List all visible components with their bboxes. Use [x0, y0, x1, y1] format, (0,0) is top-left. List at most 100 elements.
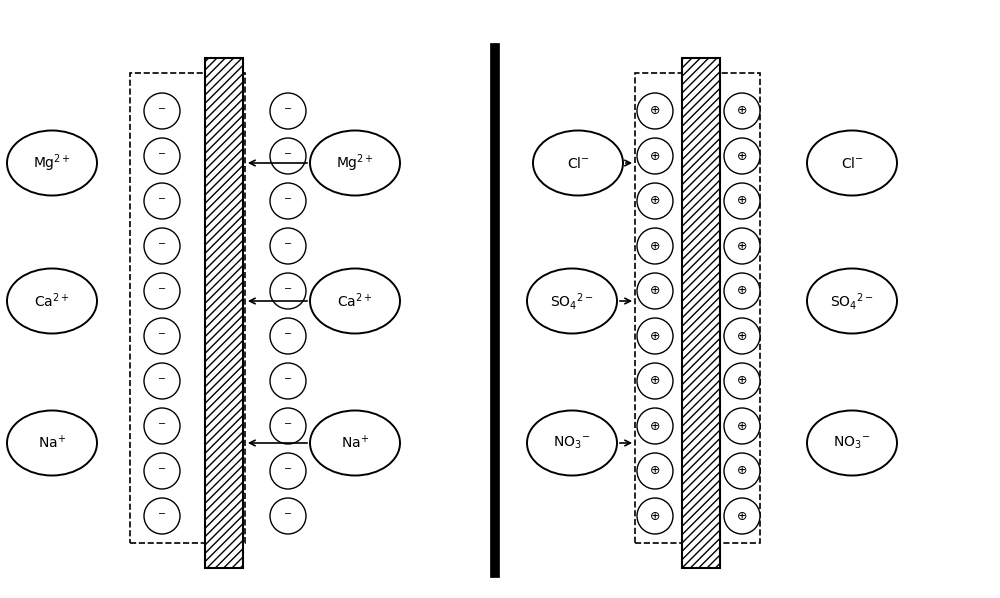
Text: ⊕: ⊕	[650, 285, 660, 297]
Circle shape	[724, 138, 760, 174]
Circle shape	[637, 138, 673, 174]
Ellipse shape	[533, 130, 623, 196]
Text: ⊕: ⊕	[737, 240, 747, 252]
Circle shape	[637, 453, 673, 489]
Text: SO$_4$$^{2-}$: SO$_4$$^{2-}$	[550, 291, 594, 312]
Circle shape	[144, 183, 180, 219]
Text: Cl$^{-}$: Cl$^{-}$	[567, 155, 589, 170]
Text: −: −	[158, 104, 166, 114]
Text: ⊕: ⊕	[650, 374, 660, 388]
Text: Na$^{+}$: Na$^{+}$	[38, 434, 66, 451]
Circle shape	[724, 363, 760, 399]
Text: −: −	[284, 284, 292, 294]
Ellipse shape	[807, 410, 897, 475]
Circle shape	[724, 453, 760, 489]
Ellipse shape	[807, 269, 897, 334]
Ellipse shape	[527, 410, 617, 475]
Text: −: −	[284, 419, 292, 429]
Circle shape	[270, 318, 306, 354]
Ellipse shape	[7, 410, 97, 475]
Text: ⊕: ⊕	[650, 194, 660, 208]
Circle shape	[144, 138, 180, 174]
Circle shape	[144, 93, 180, 129]
Text: ⊕: ⊕	[650, 105, 660, 117]
Circle shape	[144, 273, 180, 309]
Circle shape	[637, 318, 673, 354]
Text: Na$^{+}$: Na$^{+}$	[341, 434, 369, 451]
Circle shape	[270, 453, 306, 489]
Circle shape	[270, 138, 306, 174]
Bar	[130, 73, 245, 543]
Text: −: −	[158, 194, 166, 204]
Circle shape	[637, 498, 673, 534]
Ellipse shape	[7, 269, 97, 334]
Text: Ca$^{2+}$: Ca$^{2+}$	[337, 292, 373, 310]
Circle shape	[144, 408, 180, 444]
Text: −: −	[158, 374, 166, 384]
Text: −: −	[158, 419, 166, 429]
Circle shape	[724, 408, 760, 444]
Text: NO$_3$$^{-}$: NO$_3$$^{-}$	[553, 435, 591, 451]
Circle shape	[270, 183, 306, 219]
Text: SO$_4$$^{2-}$: SO$_4$$^{2-}$	[830, 291, 874, 312]
Ellipse shape	[310, 130, 400, 196]
Circle shape	[637, 228, 673, 264]
Text: ⊕: ⊕	[737, 194, 747, 208]
Text: ⊕: ⊕	[737, 509, 747, 523]
Text: NO$_3$$^{-}$: NO$_3$$^{-}$	[833, 435, 871, 451]
Text: −: −	[284, 104, 292, 114]
Text: ⊕: ⊕	[737, 105, 747, 117]
Circle shape	[724, 273, 760, 309]
Text: −: −	[158, 464, 166, 474]
Circle shape	[724, 183, 760, 219]
Circle shape	[144, 453, 180, 489]
Bar	[682, 58, 720, 568]
Circle shape	[724, 228, 760, 264]
Circle shape	[270, 408, 306, 444]
Text: −: −	[284, 329, 292, 339]
Text: −: −	[284, 374, 292, 384]
Circle shape	[270, 363, 306, 399]
Text: −: −	[284, 509, 292, 519]
Ellipse shape	[807, 130, 897, 196]
Circle shape	[144, 318, 180, 354]
Text: −: −	[284, 149, 292, 159]
Circle shape	[724, 498, 760, 534]
Text: Cl$^{-}$: Cl$^{-}$	[841, 155, 863, 170]
Text: ⊕: ⊕	[737, 420, 747, 432]
Text: −: −	[158, 284, 166, 294]
Circle shape	[637, 408, 673, 444]
Text: Mg$^{2+}$: Mg$^{2+}$	[33, 152, 71, 174]
Ellipse shape	[7, 130, 97, 196]
Text: −: −	[158, 509, 166, 519]
Text: ⊕: ⊕	[650, 509, 660, 523]
Text: ⊕: ⊕	[737, 285, 747, 297]
Circle shape	[144, 498, 180, 534]
Ellipse shape	[310, 410, 400, 475]
Circle shape	[270, 228, 306, 264]
Text: ⊕: ⊕	[737, 329, 747, 343]
Text: ⊕: ⊕	[650, 329, 660, 343]
Circle shape	[270, 498, 306, 534]
Circle shape	[637, 183, 673, 219]
Text: −: −	[284, 464, 292, 474]
Text: ⊕: ⊕	[650, 420, 660, 432]
Circle shape	[637, 273, 673, 309]
Text: ⊕: ⊕	[737, 465, 747, 477]
Text: −: −	[284, 194, 292, 204]
Circle shape	[637, 363, 673, 399]
Text: Mg$^{2+}$: Mg$^{2+}$	[336, 152, 374, 174]
Text: ⊕: ⊕	[650, 150, 660, 163]
Text: −: −	[284, 239, 292, 249]
Text: ⊕: ⊕	[650, 465, 660, 477]
Circle shape	[270, 273, 306, 309]
Circle shape	[637, 93, 673, 129]
Text: ⊕: ⊕	[737, 374, 747, 388]
Text: −: −	[158, 329, 166, 339]
Text: −: −	[158, 149, 166, 159]
Circle shape	[724, 318, 760, 354]
Bar	[635, 73, 760, 543]
Circle shape	[724, 93, 760, 129]
Circle shape	[144, 363, 180, 399]
Text: ⊕: ⊕	[737, 150, 747, 163]
